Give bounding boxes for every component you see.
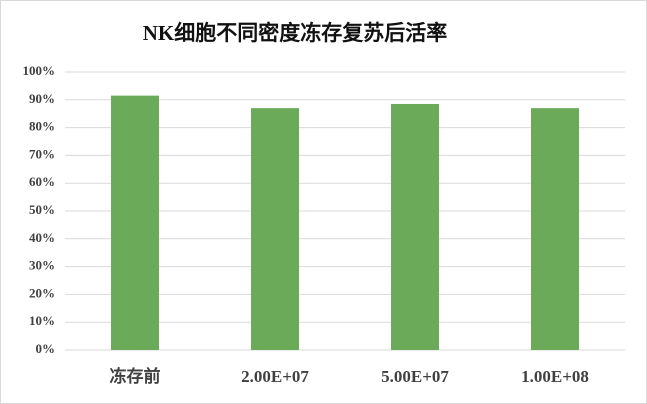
bar: [391, 103, 439, 350]
y-tick-label: 30%: [29, 258, 55, 273]
y-tick-label: 10%: [29, 313, 55, 328]
y-tick-label: 50%: [29, 202, 55, 217]
x-tick-label: 5.00E+07: [381, 367, 449, 386]
y-tick-label: 60%: [29, 174, 55, 189]
y-tick-label: 70%: [29, 146, 55, 161]
y-tick-label: 40%: [29, 230, 55, 245]
y-tick-label: 100%: [23, 63, 56, 78]
chart-title: NK细胞不同密度冻存复苏后活率: [143, 21, 448, 45]
y-tick-label: 80%: [29, 119, 55, 134]
x-tick-label: 冻存前: [110, 366, 161, 386]
y-tick-label: 90%: [29, 91, 55, 106]
y-tick-label: 0%: [36, 341, 56, 356]
y-tick-label: 20%: [29, 285, 55, 300]
bar: [531, 108, 579, 350]
bar: [251, 108, 299, 350]
x-tick-label: 2.00E+07: [241, 367, 309, 386]
x-tick-label: 1.00E+08: [521, 367, 589, 386]
bar: [111, 95, 159, 350]
